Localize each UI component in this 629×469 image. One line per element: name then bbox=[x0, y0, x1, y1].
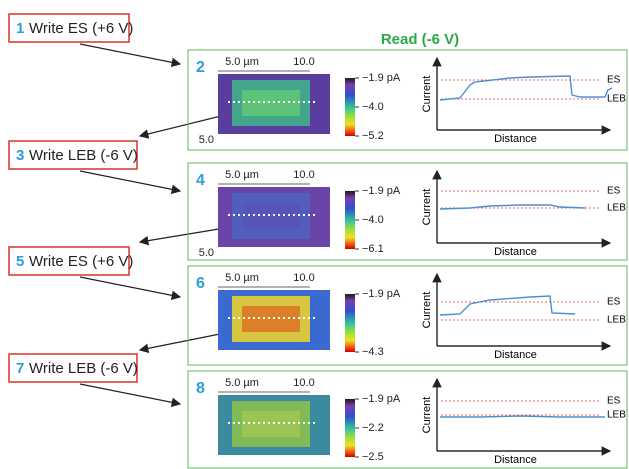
colorbar-label: −5.2 bbox=[362, 130, 384, 142]
colorbar-label: −1.9 pA bbox=[362, 288, 401, 300]
leb-label: LEB bbox=[607, 94, 626, 105]
step-label: Write LEB (-6 V) bbox=[29, 147, 138, 164]
arrow bbox=[140, 333, 225, 350]
header-title: Read (-6 V) bbox=[381, 31, 459, 48]
colorbar-label: −2.2 bbox=[362, 422, 384, 434]
x-axis-label: Distance bbox=[494, 246, 537, 258]
current-trace bbox=[440, 416, 605, 417]
arrow bbox=[80, 171, 180, 191]
panel-number: 6 bbox=[196, 275, 205, 292]
colorbar-label: −1.9 pA bbox=[362, 185, 401, 197]
es-label: ES bbox=[607, 186, 621, 197]
scale-label: 10.0 bbox=[293, 272, 314, 284]
step-number: 7 bbox=[16, 360, 24, 377]
panel-number: 4 bbox=[196, 172, 205, 189]
colorbar-label: −1.9 pA bbox=[362, 393, 401, 405]
step-number: 5 bbox=[16, 253, 24, 270]
arrow bbox=[80, 277, 180, 297]
arrow bbox=[80, 44, 180, 64]
current-trace bbox=[440, 205, 585, 209]
colorbar bbox=[345, 294, 355, 352]
arrow bbox=[140, 115, 225, 136]
step-number: 3 bbox=[16, 147, 24, 164]
arrow bbox=[140, 228, 225, 242]
written-region-core bbox=[242, 203, 300, 229]
colorbar-label: −4.3 bbox=[362, 346, 384, 358]
colorbar-label: −6.1 bbox=[362, 243, 384, 255]
panel-number: 8 bbox=[196, 380, 205, 397]
written-region-core bbox=[242, 306, 300, 332]
scale-label: 5.0 µm bbox=[225, 377, 259, 389]
scale-label: 10.0 bbox=[293, 377, 314, 389]
y-axis-label: Current bbox=[421, 292, 433, 329]
x-axis-label: Distance bbox=[494, 454, 537, 466]
scale-label: 10.0 bbox=[293, 169, 314, 181]
colorbar-label: −4.0 bbox=[362, 214, 384, 226]
y-axis-label: Current bbox=[421, 189, 433, 226]
y-axis-label: Current bbox=[421, 76, 433, 113]
colorbar bbox=[345, 191, 355, 249]
written-region-core bbox=[242, 90, 300, 116]
panel-number: 2 bbox=[196, 59, 205, 76]
y-axis-label: Current bbox=[421, 397, 433, 434]
step-label: Write LEB (-6 V) bbox=[29, 360, 138, 377]
scale-label: 5.0 µm bbox=[225, 56, 259, 68]
arrow bbox=[80, 384, 180, 404]
scale-label: 5.0 µm bbox=[225, 272, 259, 284]
leb-label: LEB bbox=[607, 203, 626, 214]
figure: Read (-6 V) 1 Write ES (+6 V) 3 Write LEB (… bbox=[0, 0, 629, 469]
scale-label: 10.0 bbox=[293, 56, 314, 68]
scale-label: 5.0 bbox=[199, 247, 214, 259]
colorbar-label: −4.0 bbox=[362, 101, 384, 113]
leb-label: LEB bbox=[607, 410, 626, 421]
step-number: 1 bbox=[16, 20, 24, 37]
colorbar bbox=[345, 78, 355, 136]
scale-label: 5.0 µm bbox=[225, 169, 259, 181]
step-label: Write ES (+6 V) bbox=[29, 253, 133, 270]
current-trace bbox=[440, 296, 575, 315]
x-axis-label: Distance bbox=[494, 349, 537, 361]
leb-label: LEB bbox=[607, 315, 626, 326]
colorbar-label: −2.5 bbox=[362, 451, 384, 463]
es-label: ES bbox=[607, 396, 621, 407]
es-label: ES bbox=[607, 75, 621, 86]
colorbar bbox=[345, 399, 355, 457]
x-axis-label: Distance bbox=[494, 133, 537, 145]
step-label: Write ES (+6 V) bbox=[29, 20, 133, 37]
es-label: ES bbox=[607, 297, 621, 308]
scale-label: 5.0 bbox=[199, 134, 214, 146]
written-region-core bbox=[242, 411, 300, 437]
colorbar-label: −1.9 pA bbox=[362, 72, 401, 84]
